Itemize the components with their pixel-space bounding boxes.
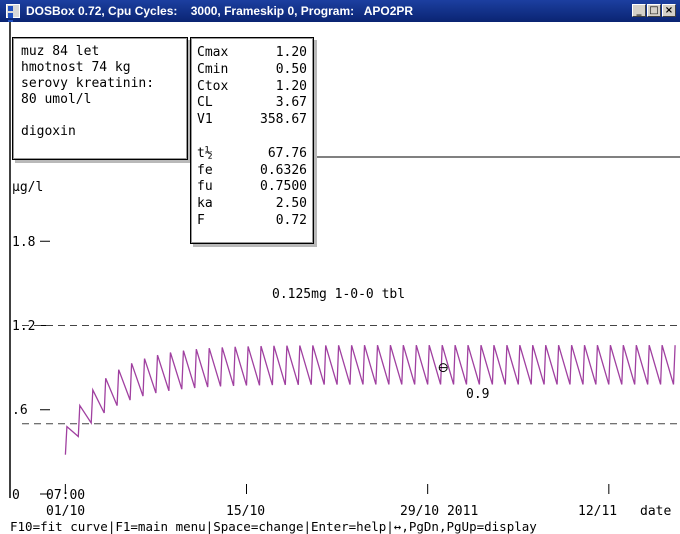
param-row: Ctox 1.20 <box>197 79 307 96</box>
param-row: fu 0.7500 <box>197 179 307 196</box>
x-start-time: 07:00 <box>46 488 86 503</box>
maximize-button[interactable]: □ <box>647 4 661 17</box>
patient-creatinine-value: 80 umol/l <box>21 92 92 107</box>
param-value: 0.50 <box>275 61 307 77</box>
param-value: 0.7500 <box>260 179 307 195</box>
window-title: DOSBox 0.72, Cpu Cycles: 3000, Frameskip… <box>26 4 414 18</box>
x-tick-label: 01/10 <box>46 504 86 519</box>
concentration-series-line <box>64 345 676 455</box>
dos-screen: µg/l 1.8 1.2 .6 0 07:00 01/10 15/10 29/1… <box>0 22 680 534</box>
param-row: CL 3.67 <box>197 95 307 112</box>
param-value: 1.20 <box>275 45 307 60</box>
param-row: Cmin 0.50 <box>197 62 307 79</box>
x-tick-label: 15/10 <box>226 504 266 519</box>
patient-info-panel: muz 84 let hmotnost 74 kg serovy kreatin… <box>12 37 188 160</box>
dosbox-app-icon <box>6 4 20 32</box>
y-tick-label: 1.8 <box>12 235 36 250</box>
y-tick-label: .6 <box>12 403 28 418</box>
minimize-button[interactable]: _ <box>632 4 646 17</box>
param-label: t½ <box>197 145 213 161</box>
x-axis-label: date <box>640 504 672 519</box>
param-label: Cmax <box>197 45 229 60</box>
param-value: 0.72 <box>275 212 307 228</box>
param-label: fe <box>197 162 213 178</box>
window-titlebar: DOSBox 0.72, Cpu Cycles: 3000, Frameskip… <box>0 0 680 32</box>
y-tick-label: 1.2 <box>12 319 36 334</box>
param-row: t½ 67.76 <box>197 146 307 163</box>
pk-parameters-panel: Cmax 1.20 Cmin 0.50 Ctox 1.20 CL 3.67 V1 358.… <box>190 37 314 244</box>
param-label: Cmin <box>197 61 229 77</box>
marker-value-label: 0.9 <box>466 387 490 402</box>
param-value: 358.67 <box>260 112 307 128</box>
param-label: F <box>197 212 205 228</box>
patient-sex-age: muz 84 let <box>21 44 100 59</box>
param-label: fu <box>197 179 213 195</box>
y-tick-label: 0 <box>12 488 20 503</box>
drug-name: digoxin <box>21 124 76 139</box>
param-value: 1.20 <box>275 78 307 94</box>
param-value: 67.76 <box>267 145 307 161</box>
close-button[interactable]: × <box>662 4 676 17</box>
param-label: Ctox <box>197 78 229 94</box>
x-tick-label: 29/10 2011 <box>400 504 479 519</box>
param-label: ka <box>197 196 213 212</box>
param-value: 0.6326 <box>260 162 307 178</box>
param-row: F 0.72 <box>197 213 307 230</box>
param-row: ka 2.50 <box>197 196 307 213</box>
param-label: V1 <box>197 112 213 128</box>
param-value: 2.50 <box>275 196 307 212</box>
y-axis-unit-label: µg/l <box>12 180 44 195</box>
dosing-annotation: 0.125mg 1-0-0 tbl <box>272 287 406 302</box>
param-value: 3.67 <box>275 95 307 111</box>
x-tick-label: 12/11 <box>578 504 618 519</box>
param-spacer <box>197 129 307 146</box>
patient-weight: hmotnost 74 kg <box>21 60 131 75</box>
param-row: Cmax 1.20 <box>197 45 307 62</box>
patient-creatinine-label: serovy kreatinin: <box>21 76 155 91</box>
status-bar: F10=fit curve|F1=main menu|Space=change|… <box>10 519 537 534</box>
param-row: V1 358.67 <box>197 112 307 129</box>
param-row: fe 0.6326 <box>197 163 307 180</box>
param-label: CL <box>197 95 213 111</box>
